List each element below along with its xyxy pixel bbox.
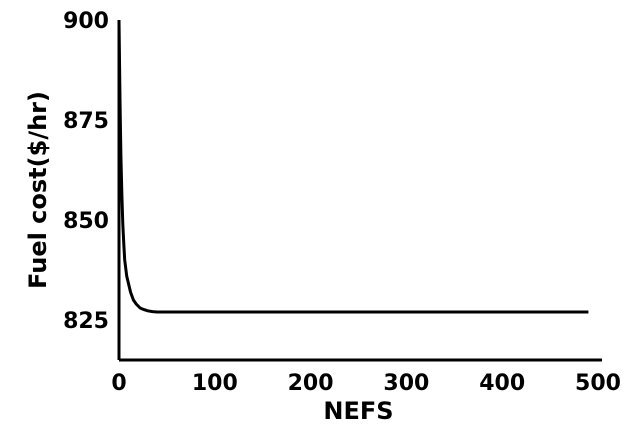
x-tick-label: 300 xyxy=(383,371,429,396)
series-line xyxy=(117,19,589,314)
x-tick-labels: 0 100 200 300 400 500 xyxy=(111,371,621,396)
y-tick-label: 825 xyxy=(63,309,109,334)
y-tick-label: 850 xyxy=(63,209,109,234)
x-tick-label: 100 xyxy=(192,371,238,396)
y-tick-labels: 825 850 875 900 xyxy=(63,9,109,334)
x-tick-label: 0 xyxy=(111,371,126,396)
x-tick-label: 400 xyxy=(479,371,525,396)
y-axis-label: Fuel cost($/hr) xyxy=(24,91,52,289)
x-axis-label: NEFS xyxy=(323,397,393,425)
x-tick-label: 200 xyxy=(288,371,334,396)
y-tick-label: 900 xyxy=(63,9,109,34)
x-tick-label: 500 xyxy=(575,371,621,396)
y-tick-label: 875 xyxy=(63,109,109,134)
